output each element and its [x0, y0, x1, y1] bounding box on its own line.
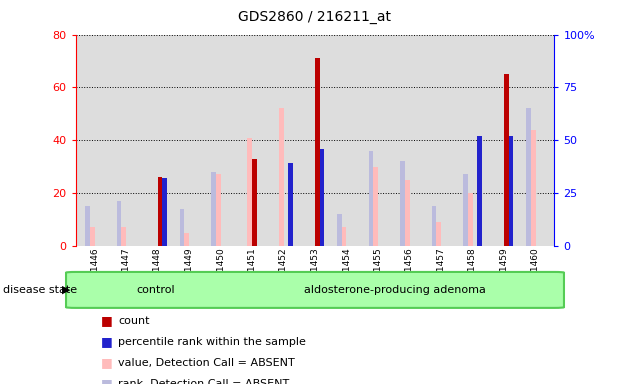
Text: ▶: ▶ — [62, 285, 71, 295]
Bar — [341, 227, 347, 246]
Text: GDS2860 / 216211_at: GDS2860 / 216211_at — [239, 10, 391, 23]
Bar — [288, 164, 293, 246]
Bar — [405, 180, 410, 246]
Bar — [90, 227, 94, 246]
Bar — [504, 74, 509, 246]
Bar — [319, 149, 324, 246]
Bar — [530, 130, 536, 246]
Bar — [180, 209, 184, 246]
Text: percentile rank within the sample: percentile rank within the sample — [118, 337, 306, 347]
Bar — [463, 174, 467, 246]
Bar — [158, 177, 163, 246]
Text: ■: ■ — [101, 356, 113, 369]
Bar — [211, 172, 215, 246]
Text: count: count — [118, 316, 150, 326]
Bar — [400, 161, 404, 246]
Bar — [467, 193, 472, 246]
Text: ■: ■ — [101, 314, 113, 327]
Bar — [252, 159, 256, 246]
Bar — [85, 206, 89, 246]
Text: rank, Detection Call = ABSENT: rank, Detection Call = ABSENT — [118, 379, 290, 384]
Bar — [373, 167, 378, 246]
Bar — [247, 137, 252, 246]
Bar — [78, 274, 233, 306]
Text: value, Detection Call = ABSENT: value, Detection Call = ABSENT — [118, 358, 295, 368]
Bar — [278, 109, 284, 246]
Bar — [121, 227, 126, 246]
Bar — [369, 151, 373, 246]
Bar — [432, 206, 436, 246]
FancyBboxPatch shape — [66, 272, 564, 308]
Text: ■: ■ — [101, 335, 113, 348]
Bar — [163, 178, 167, 246]
Text: ■: ■ — [101, 377, 113, 384]
Bar — [184, 233, 189, 246]
Bar — [337, 214, 341, 246]
Bar — [238, 274, 552, 306]
Bar — [508, 136, 513, 246]
Bar — [477, 136, 482, 246]
Bar — [526, 109, 530, 246]
Bar — [117, 201, 121, 246]
Bar — [436, 222, 441, 246]
Text: control: control — [136, 285, 175, 295]
Bar — [315, 58, 320, 246]
Bar — [215, 174, 220, 246]
Text: disease state: disease state — [3, 285, 77, 295]
Text: aldosterone-producing adenoma: aldosterone-producing adenoma — [304, 285, 486, 295]
